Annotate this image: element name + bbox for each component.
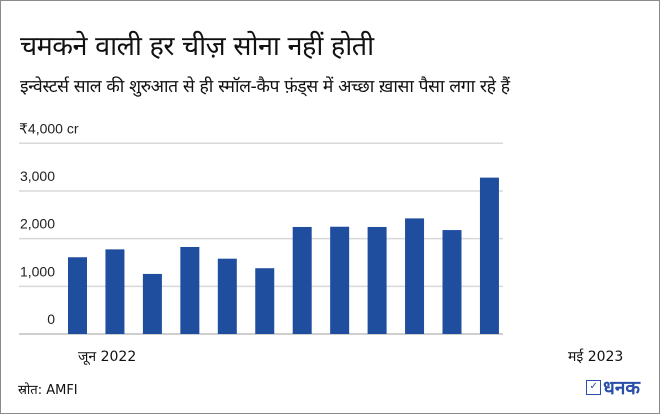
bar — [330, 226, 350, 334]
y-tick-label: 1,000 — [20, 263, 55, 279]
bar — [367, 226, 387, 334]
bar — [405, 218, 425, 334]
chart-title: चमकने वाली हर चीज़ सोना नहीं होती — [20, 31, 374, 62]
bar — [442, 230, 462, 334]
bar — [105, 249, 125, 334]
y-tick-label: 3,000 — [20, 168, 55, 184]
checkbox-icon: ✓ — [586, 379, 602, 395]
logo-text: धनक — [603, 377, 640, 399]
logo: ✓ धनक — [586, 374, 640, 400]
bar — [142, 273, 162, 334]
x-tick-label-first: जून 2022 — [78, 349, 137, 365]
y-tick-label: ₹4,000 cr — [19, 120, 79, 136]
bar — [479, 177, 499, 334]
bar — [180, 246, 200, 334]
y-tick-label: 0 — [47, 311, 55, 327]
y-tick-label: 2,000 — [20, 216, 55, 232]
bar — [217, 258, 237, 334]
bar — [292, 226, 312, 334]
source-note: स्रोत: AMFI — [18, 383, 78, 398]
x-tick-label-last: मई 2023 — [568, 349, 624, 365]
bar — [255, 268, 275, 334]
chart-subtitle: इन्वेस्टर्स साल की शुरुआत से ही स्मॉल-कै… — [20, 77, 510, 97]
bar — [68, 257, 87, 334]
